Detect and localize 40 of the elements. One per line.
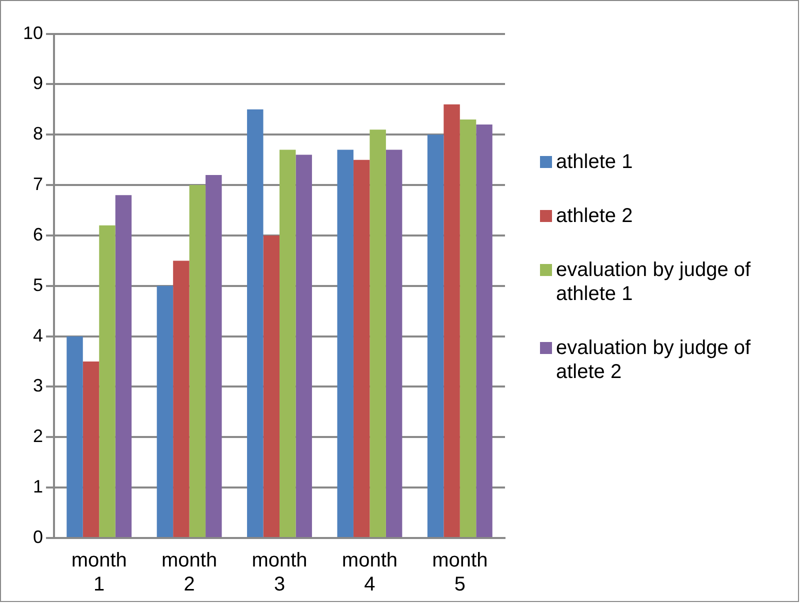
- x-tick-label: month 2: [162, 550, 218, 596]
- y-tick-label: 6: [33, 224, 44, 244]
- bar: [337, 150, 354, 537]
- legend-label: evaluation by judge of atlete 2: [556, 336, 752, 384]
- x-tick-label: month 1: [71, 550, 127, 596]
- bar: [82, 362, 100, 537]
- bar: [476, 124, 492, 537]
- bar: [296, 154, 312, 537]
- bar: [386, 150, 402, 537]
- bar: [444, 104, 460, 537]
- y-tick-label: 10: [22, 22, 44, 43]
- bar: [206, 174, 222, 537]
- bar: [263, 235, 280, 537]
- x-tick-label: month 3: [252, 550, 308, 596]
- bar: [156, 286, 174, 537]
- bar: [370, 130, 386, 537]
- y-tick-label: 4: [33, 325, 44, 346]
- bar: [189, 185, 206, 537]
- bar: [427, 134, 444, 537]
- bar: [115, 195, 132, 537]
- legend-label: evaluation by judge of athlete 1: [556, 258, 752, 306]
- bar: [66, 336, 83, 537]
- y-tick-label: 3: [33, 376, 44, 396]
- y-tick-label: 5: [33, 274, 44, 295]
- bar: [460, 120, 476, 537]
- x-tick-label: month 5: [432, 550, 488, 596]
- y-tick-label: 0: [33, 526, 44, 547]
- legend-label: athlete 2: [556, 204, 633, 228]
- bar: [99, 225, 116, 537]
- bar: [280, 150, 296, 537]
- y-tick-label: 9: [33, 73, 44, 94]
- bar: [173, 260, 190, 537]
- x-tick-label: month 4: [342, 550, 398, 596]
- y-tick-label: 8: [33, 124, 44, 144]
- y-tick-label: 7: [33, 174, 44, 194]
- legend-label: athlete 1: [556, 150, 633, 174]
- y-tick-label: 2: [33, 426, 44, 446]
- y-tick-label: 1: [33, 476, 44, 497]
- bar: [353, 160, 370, 537]
- bar: [247, 109, 264, 537]
